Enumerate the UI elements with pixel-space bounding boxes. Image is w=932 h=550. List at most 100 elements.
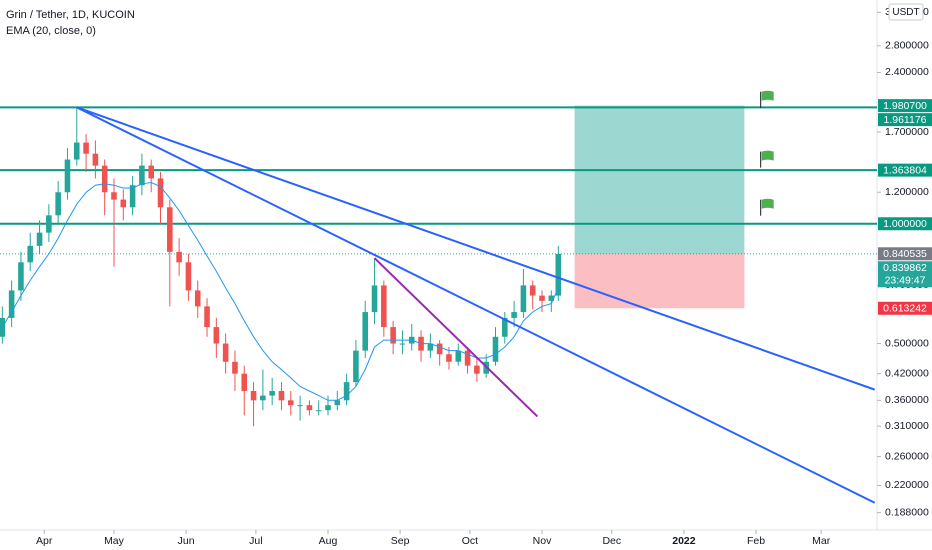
flag (760, 198, 774, 216)
price-tag-label: 0.840535 (883, 248, 927, 260)
candle-body (278, 390, 285, 401)
price-tag-label: 1.363804 (883, 164, 927, 176)
y-tick-label: 0.220000 (885, 479, 929, 491)
candle-body (157, 178, 164, 208)
x-tick-label: Jun (178, 535, 195, 547)
candle-body (436, 343, 443, 355)
indicator-label: EMA (20, close, 0) (6, 25, 96, 37)
price-tag (878, 247, 932, 261)
candle-body (64, 159, 71, 193)
candle-body (222, 343, 229, 362)
candle-body (167, 207, 173, 252)
candle-body (539, 295, 545, 301)
candle-body (139, 165, 145, 186)
candle-body (548, 295, 555, 301)
profit-zone (574, 105, 745, 254)
candle-body (446, 354, 452, 362)
x-tick-label: 2022 (672, 535, 696, 547)
y-tick-label: 0.260000 (885, 450, 929, 462)
candle-body (353, 350, 359, 383)
candle-body (8, 290, 15, 318)
price-tag-label: 0.613242 (883, 303, 927, 315)
candle-body (232, 361, 238, 374)
candle-body (474, 365, 480, 374)
y-tick-label: 0.420000 (885, 367, 929, 379)
candle-body (427, 343, 434, 351)
ema-line (1, 181, 559, 401)
candle-body (148, 165, 154, 179)
candle-body (241, 373, 248, 391)
x-tick-label: Dec (602, 535, 621, 547)
candle-body (362, 312, 369, 351)
candle-body (185, 262, 192, 291)
candle-body (371, 285, 378, 313)
x-tick-label: Apr (36, 535, 53, 547)
candle-body (287, 400, 294, 406)
price-tag (878, 261, 932, 288)
trendline (76, 106, 876, 504)
candle-body (194, 290, 201, 307)
candle-body (46, 215, 52, 233)
candle-body (27, 245, 34, 263)
candle-body (36, 232, 43, 246)
candle-body (325, 405, 331, 411)
candle-body (18, 262, 24, 291)
x-tick-label: May (104, 535, 125, 547)
candle-body (269, 390, 275, 396)
candle-body (529, 285, 536, 296)
candle-body (92, 153, 99, 166)
countdown: 23:49:47 (885, 275, 926, 287)
candle-body (111, 192, 117, 200)
candle-body (204, 306, 210, 328)
trendline (373, 257, 539, 418)
candle-body (520, 285, 527, 313)
price-tag (878, 113, 932, 127)
candle-body (399, 343, 406, 345)
chart-title: Grin / Tether, 1D, KUCOIN (6, 9, 135, 21)
x-tick-label: Feb (747, 535, 765, 547)
candle-body (492, 336, 499, 362)
candle-body (464, 350, 471, 366)
candle-body (0, 317, 6, 337)
candle-body (101, 165, 108, 193)
candle-body (381, 285, 387, 328)
candle-body (502, 317, 508, 337)
price-tag-label: 1.980700 (883, 100, 927, 112)
x-tick-label: Aug (319, 535, 338, 547)
price-tag-label: 1.961176 (883, 114, 926, 126)
y-tick-label: 2.400000 (885, 66, 929, 78)
y-tick-label: 0.500000 (885, 337, 929, 349)
y-tick-label: 0.360000 (885, 394, 929, 406)
x-tick-label: Jul (249, 535, 262, 547)
candle-body (555, 253, 562, 296)
x-tick-label: Sep (391, 535, 410, 547)
candle-body (120, 199, 127, 208)
y-tick-label: 0.310000 (885, 420, 929, 432)
candle-body (260, 395, 266, 401)
candle-body (176, 251, 182, 263)
flag (760, 150, 774, 168)
y-tick-label: 1.700000 (885, 126, 929, 138)
loss-zone (574, 253, 745, 309)
x-tick-label: Mar (812, 535, 831, 547)
candle-body (213, 327, 220, 344)
y-tick-label: 2.800000 (885, 40, 929, 52)
candle-body (455, 350, 462, 362)
price-tag (878, 301, 932, 315)
price-tag-label: 1.000000 (883, 218, 927, 230)
price-tag (878, 99, 932, 113)
plot (0, 90, 877, 504)
trendline (76, 106, 876, 391)
y-tick-label: 1.200000 (885, 186, 929, 198)
x-tick-label: Oct (462, 535, 478, 547)
price-tag (878, 217, 932, 231)
flag-cloth (761, 150, 774, 161)
flag-cloth (761, 90, 774, 101)
currency-box[interactable] (888, 3, 924, 21)
candle-body (343, 382, 350, 401)
candle-body (55, 192, 61, 216)
price-tag (878, 163, 932, 177)
flag (760, 90, 774, 108)
